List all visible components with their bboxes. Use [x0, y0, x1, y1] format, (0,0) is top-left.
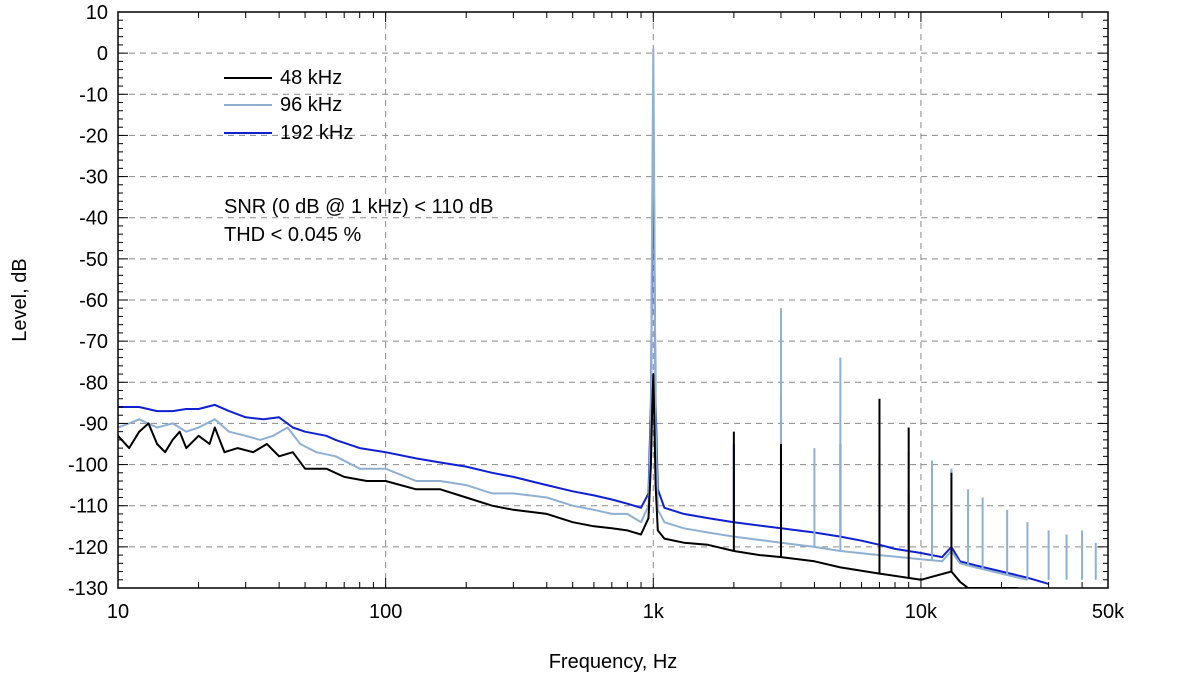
y-tick-label: -120	[68, 537, 108, 559]
y-tick-label: -60	[79, 290, 108, 312]
x-tick-label: 50k	[1092, 601, 1125, 623]
axis-ticks: 100-10-20-30-40-50-60-70-80-90-100-110-1…	[68, 2, 1125, 623]
y-tick-label: -100	[68, 455, 108, 477]
x-tick-label: 10k	[905, 601, 938, 623]
y-tick-label: -40	[79, 208, 108, 230]
y-tick-label: -130	[68, 578, 108, 600]
x-tick-label: 1k	[643, 601, 665, 623]
x-axis-label: Frequency, Hz	[549, 651, 678, 673]
y-tick-label: -70	[79, 331, 108, 353]
series-lines	[118, 48, 1097, 588]
x-tick-label: 10	[107, 601, 129, 623]
series-line-192khz	[118, 85, 1049, 585]
y-axis-label: Level, dB	[9, 258, 31, 341]
x-tick-label: 100	[369, 601, 402, 623]
y-tick-label: -10	[79, 84, 108, 106]
y-tick-label: 10	[86, 2, 108, 24]
y-tick-label: -20	[79, 125, 108, 147]
y-tick-label: -80	[79, 372, 108, 394]
y-tick-label: -50	[79, 249, 108, 271]
thd-annotation: THD < 0.045 %	[224, 224, 362, 246]
legend-label-48khz: 48 kHz	[280, 67, 342, 89]
series-line-96khz	[118, 48, 1028, 581]
y-tick-label: -30	[79, 167, 108, 189]
legend-label-192khz: 192 kHz	[280, 122, 353, 144]
y-tick-label: 0	[97, 43, 108, 65]
legend-label-96khz: 96 kHz	[280, 94, 342, 116]
y-tick-label: -90	[79, 413, 108, 435]
series-line-48khz	[118, 373, 1018, 588]
legend: 48 kHz 96 kHz 192 kHz	[224, 67, 353, 144]
grid	[118, 12, 1108, 588]
snr-annotation: SNR (0 dB @ 1 kHz) < 110 dB	[224, 196, 493, 218]
y-tick-label: -110	[69, 496, 108, 518]
